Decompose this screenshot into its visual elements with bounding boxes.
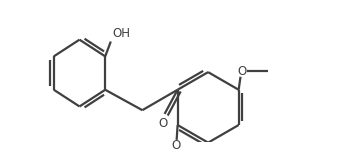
- Text: OH: OH: [113, 27, 131, 40]
- Text: O: O: [171, 139, 180, 152]
- Text: O: O: [238, 65, 247, 78]
- Text: O: O: [158, 117, 167, 130]
